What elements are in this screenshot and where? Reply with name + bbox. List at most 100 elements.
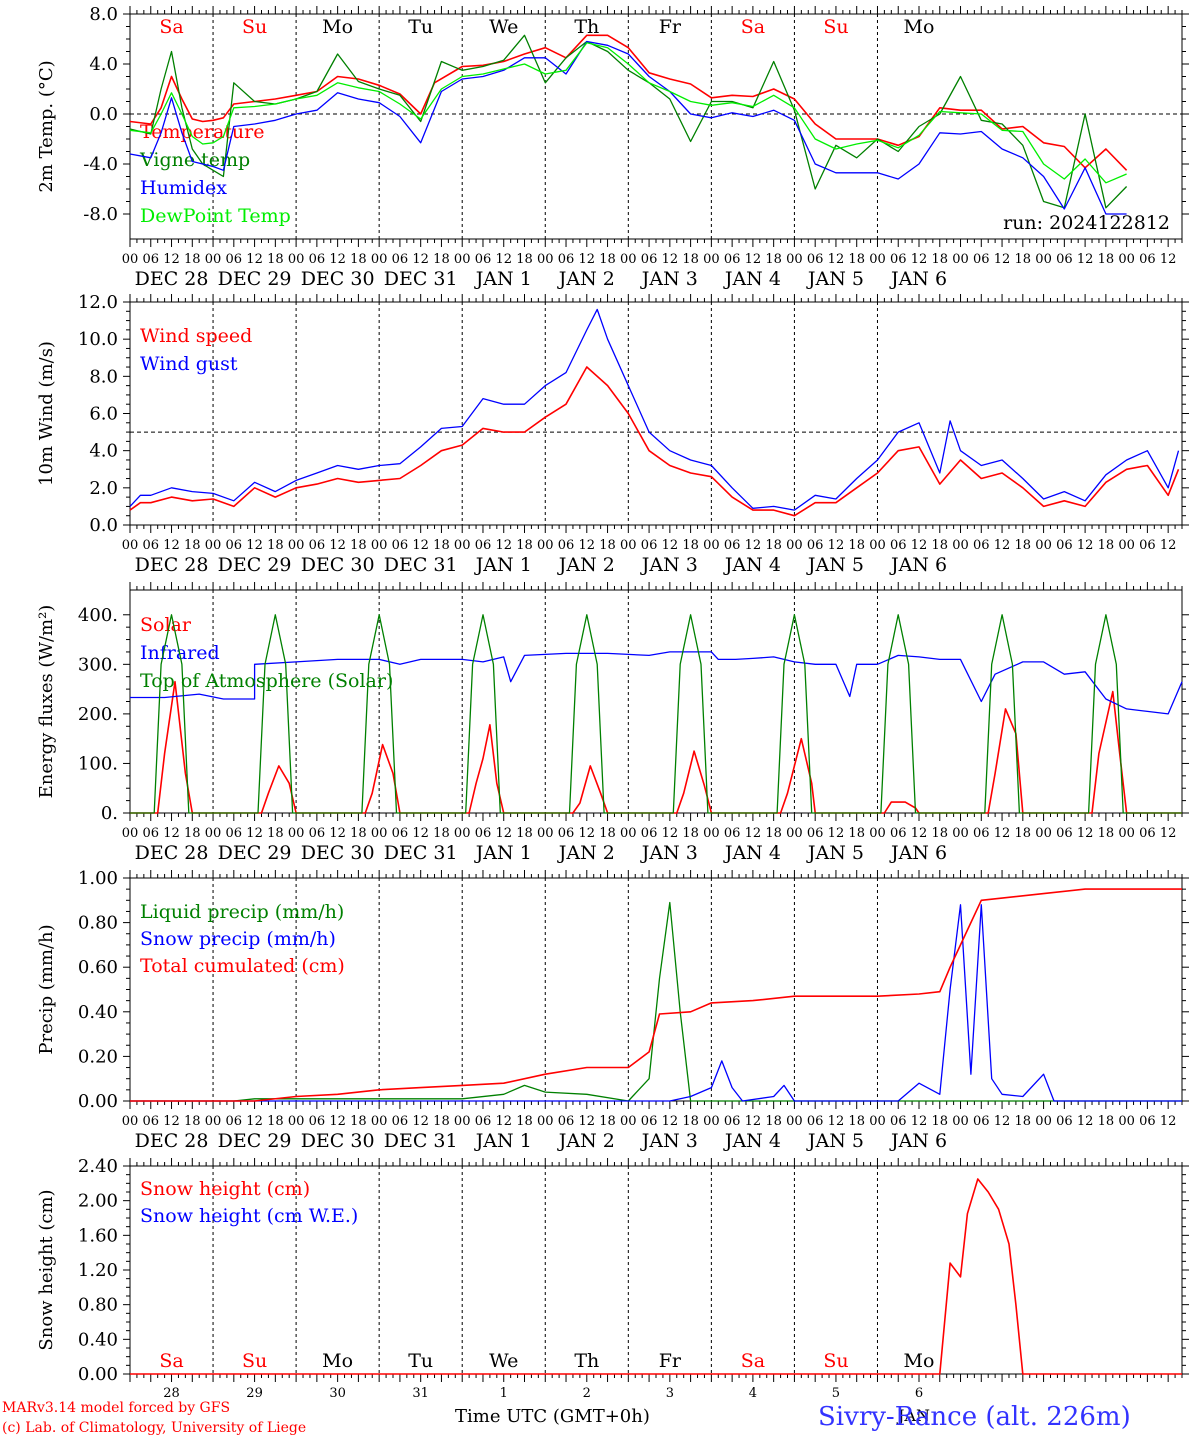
y-tick-label: 8.0	[89, 366, 118, 387]
hour-label: 18	[765, 538, 782, 553]
hour-label: 12	[1077, 1114, 1094, 1129]
hour-label: 12	[662, 1114, 679, 1129]
hour-label: 18	[848, 826, 865, 841]
hour-label: 06	[1139, 252, 1156, 267]
hour-label: 00	[537, 538, 554, 553]
run-annotation: run: 2024122812	[1003, 212, 1170, 234]
y-tick-label: 0.40	[78, 1329, 118, 1350]
hour-label: 06	[392, 252, 409, 267]
y-tick-label: 0.80	[78, 1295, 118, 1316]
weekday-label: Sa	[741, 1350, 765, 1372]
panel-1: 8.04.00.0-4.0-8.02m Temp. (°C)00 06 12 18 00…	[36, 4, 1189, 290]
hour-label: 00	[703, 826, 720, 841]
series-line-infrared	[130, 651, 1183, 715]
hour-label: 06	[807, 1114, 824, 1129]
hour-label: 00	[454, 252, 471, 267]
hour-label: 06	[226, 252, 243, 267]
date-label: DEC 29	[218, 268, 292, 290]
date-label: DEC 29	[218, 842, 292, 864]
credit-line-2: (c) Lab. of Climatology, University of L…	[2, 1420, 307, 1436]
weekday-label: Su	[823, 1350, 848, 1372]
hour-label: 06	[890, 538, 907, 553]
date-label: JAN 5	[806, 842, 864, 864]
x-axis: 00 06 12 18 00 06 12 18 00 06 12 18 00 06 12 18 00 06 12 18…	[122, 582, 1183, 864]
hour-label: 12	[163, 826, 180, 841]
y-tick-label: 4.0	[89, 441, 118, 462]
hour-label: 00	[288, 1114, 305, 1129]
date-label: JAN 4	[723, 554, 781, 576]
y-tick-label: 200.	[78, 704, 118, 725]
hour-label: 00	[952, 1114, 969, 1129]
y-axis-label: 2m Temp. (°C)	[36, 60, 57, 192]
hour-label: 00	[952, 538, 969, 553]
hour-label: 18	[516, 1114, 533, 1129]
hour-label: 12	[1160, 826, 1177, 841]
weekday-label: Th	[574, 1350, 599, 1372]
hour-label: 12	[911, 252, 928, 267]
hour-label: 00	[620, 1114, 637, 1129]
time-axis-title: Time UTC (GMT+0h)	[455, 1406, 650, 1427]
hour-label: 18	[1015, 1114, 1032, 1129]
hour-label: 00	[288, 538, 305, 553]
y-tick-label: 1.00	[78, 868, 118, 889]
series-line-wind-speed	[129, 366, 1180, 517]
panel-5: 2.40 2.00 1.60 1.20 0.80 0.40 0.00 Snow height …	[36, 1156, 1189, 1401]
hour-label: 00	[205, 1114, 222, 1129]
hour-label: 18	[599, 1114, 616, 1129]
date-label: JAN 2	[557, 842, 615, 864]
hour-label: 12	[1077, 252, 1094, 267]
hour-label: 18	[433, 252, 450, 267]
hour-label: 12	[1077, 826, 1094, 841]
hour-label: 00	[869, 826, 886, 841]
hour-label: 12	[579, 826, 596, 841]
hour-label: 06	[558, 826, 575, 841]
hour-label: 00	[869, 538, 886, 553]
legend-entry: Snow height (cm)	[140, 1178, 310, 1200]
legend-entry: Snow height (cm W.E.)	[140, 1205, 358, 1227]
hour-label: 18	[599, 252, 616, 267]
hour-label: 06	[392, 826, 409, 841]
date-label: JAN 3	[640, 842, 698, 864]
hour-label: 06	[973, 1114, 990, 1129]
hour-label: 12	[911, 1114, 928, 1129]
hour-label: 12	[412, 252, 429, 267]
hour-label: 06	[475, 252, 492, 267]
hour-label: 00	[288, 826, 305, 841]
y-tick-label: 0.0	[89, 515, 118, 536]
hour-label: 18	[599, 538, 616, 553]
hour-label: 18	[682, 826, 699, 841]
hour-label: 00	[1118, 538, 1135, 553]
series-line-total-cumulated-cm	[130, 888, 1182, 1102]
hour-label: 06	[558, 252, 575, 267]
hour-label: 06	[309, 826, 326, 841]
hour-label: 06	[724, 1114, 741, 1129]
hour-label: 00	[122, 826, 139, 841]
hour-label: 06	[1139, 1114, 1156, 1129]
hour-label: 12	[163, 1114, 180, 1129]
hour-label: 18	[1015, 538, 1032, 553]
y-tick-label: 0.40	[78, 1002, 118, 1023]
day-number-label: 29	[246, 1386, 263, 1401]
hour-label: 18	[267, 1114, 284, 1129]
hour-label: 12	[579, 1114, 596, 1129]
hour-label: 06	[973, 538, 990, 553]
hour-label: 18	[433, 826, 450, 841]
date-label: DEC 30	[301, 268, 375, 290]
hour-label: 00	[288, 252, 305, 267]
hour-label: 18	[599, 826, 616, 841]
hour-label: 00	[205, 538, 222, 553]
hour-label: 06	[641, 252, 658, 267]
hour-label: 06	[724, 538, 741, 553]
hour-label: 00	[786, 826, 803, 841]
hour-label: 12	[828, 826, 845, 841]
hour-label: 06	[807, 538, 824, 553]
legend-entry: Humidex	[140, 177, 227, 199]
hour-label: 18	[516, 538, 533, 553]
station-name: Sivry-Rance (alt. 226m)	[818, 1402, 1131, 1432]
date-label: JAN 5	[806, 554, 864, 576]
hour-label: 00	[1118, 1114, 1135, 1129]
hour-label: 00	[122, 252, 139, 267]
hour-label: 00	[1035, 826, 1052, 841]
hour-label: 18	[516, 252, 533, 267]
date-label: DEC 29	[218, 1130, 292, 1152]
